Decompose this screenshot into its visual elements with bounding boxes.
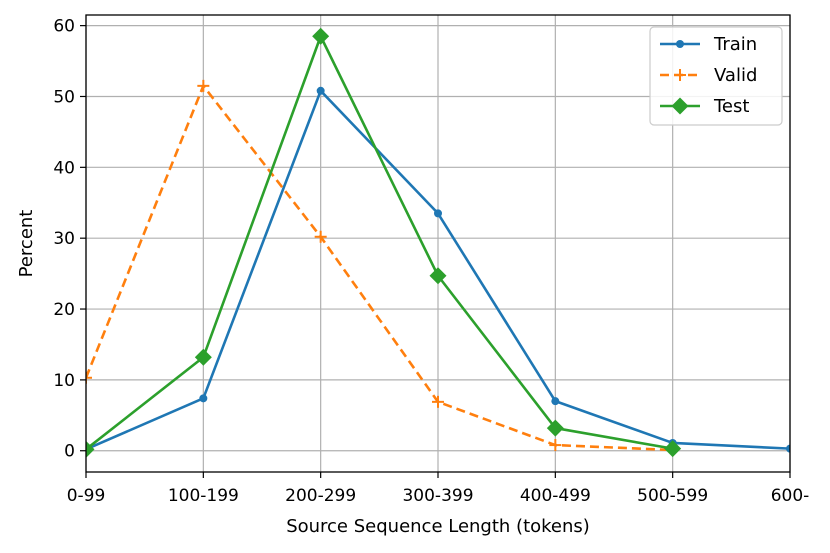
series-test bbox=[86, 27, 682, 458]
series-layer bbox=[86, 27, 790, 458]
series-line-test bbox=[86, 34, 673, 451]
legend-item-test: Test bbox=[660, 96, 749, 117]
x-tick-label: 200-299 bbox=[285, 486, 356, 506]
y-tick-label: 10 bbox=[53, 371, 75, 391]
legend-item-valid: Valid bbox=[660, 65, 757, 86]
valid-point bbox=[314, 230, 327, 243]
y-tick-label: 40 bbox=[53, 158, 75, 178]
legend-marker bbox=[676, 40, 684, 48]
test-point bbox=[86, 440, 95, 458]
legend: Train Valid Test bbox=[649, 26, 783, 126]
test-point bbox=[546, 419, 564, 437]
valid-point bbox=[86, 371, 92, 384]
legend-label: Valid bbox=[714, 65, 757, 86]
x-axis-label: Source Sequence Length (tokens) bbox=[286, 516, 590, 537]
x-tick-label: 600- bbox=[771, 486, 810, 506]
train-point bbox=[434, 209, 442, 218]
test-point bbox=[664, 440, 682, 458]
x-tick-label: 100-199 bbox=[168, 486, 239, 506]
valid-point bbox=[432, 395, 444, 408]
x-tick-label: 500-599 bbox=[637, 486, 708, 506]
legend-label: Train bbox=[713, 34, 757, 55]
y-tick-label: 50 bbox=[53, 87, 75, 107]
series-line-valid bbox=[86, 84, 673, 452]
test-point bbox=[312, 27, 330, 45]
y-axis-label: Percent bbox=[16, 210, 37, 278]
train-point bbox=[199, 394, 208, 403]
train-point bbox=[786, 444, 790, 453]
valid-point bbox=[197, 79, 210, 92]
y-tick-label: 60 bbox=[53, 17, 75, 37]
axis-ticks: 0-99 100-199 200-299 300-399 400-499 500-599 6… bbox=[53, 17, 809, 506]
legend-marker bbox=[671, 97, 689, 115]
valid-point bbox=[549, 439, 562, 452]
x-tick-label: 300-399 bbox=[402, 486, 473, 506]
legend-marker bbox=[674, 69, 686, 81]
test-point bbox=[194, 348, 212, 366]
x-tick-label: 0-99 bbox=[67, 486, 106, 506]
legend-item-train: Train bbox=[660, 34, 757, 55]
legend-label: Test bbox=[713, 96, 749, 117]
train-point bbox=[551, 397, 560, 406]
series-valid bbox=[86, 79, 679, 457]
y-tick-label: 0 bbox=[64, 442, 75, 462]
train-point bbox=[316, 86, 325, 95]
y-tick-label: 20 bbox=[53, 300, 75, 320]
x-tick-label: 400-499 bbox=[520, 486, 591, 506]
test-point bbox=[429, 267, 447, 285]
y-tick-label: 30 bbox=[53, 229, 75, 249]
